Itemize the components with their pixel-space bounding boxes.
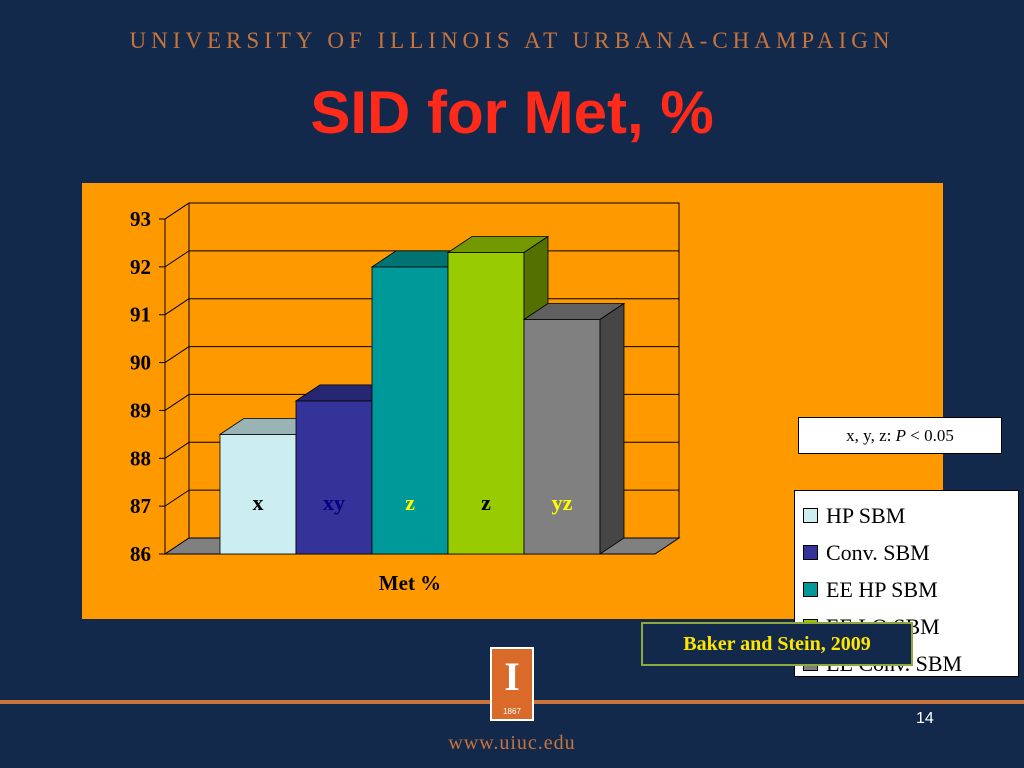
legend-label: EE HP SBM [826,576,938,602]
data-label: z [481,490,491,515]
significance-suffix: < 0.05 [905,426,954,445]
page-number: 14 [916,710,934,727]
legend-swatch [803,582,818,597]
bar-side [599,302,625,555]
data-label: z [405,490,415,515]
gridline-side [164,441,190,459]
gridline-side [164,202,190,220]
y-tick-label: 91 [130,303,151,327]
logo-year: 1867 [503,707,521,716]
chart-panel: 86 87 88 89 90 91 92 93 x xy z z yz Met % x, y, z: P … [82,183,1019,677]
y-tick-label: 93 [130,207,151,231]
university-header: UNIVERSITY OF ILLINOIS AT URBANA-CHAMPAI… [129,28,895,53]
significance-note: x, y, z: P < 0.05 [798,417,1002,454]
y-tick-label: 92 [130,255,151,279]
bar [447,252,525,555]
legend-swatch [803,545,818,560]
y-tick-label: 87 [130,494,151,518]
gridline-side [164,489,190,507]
data-label: x [253,490,264,515]
bar [523,319,601,555]
y-tick-label: 89 [130,398,151,422]
illinois-block-i-icon: I 1867 [490,647,534,721]
y-tick-label: 90 [130,351,151,375]
footer-url: www.uiuc.edu [448,732,576,754]
legend-label: Conv. SBM [826,539,930,565]
plot-side-wall [164,202,190,555]
citation-box: Baker and Stein, 2009 [641,622,913,666]
y-tick-label: 88 [130,446,151,470]
legend-item: Conv. SBM [803,534,1018,571]
y-tick-label: 86 [130,542,151,566]
data-label: yz [552,490,573,515]
gridline-side [164,394,190,411]
legend-label: HP SBM [826,502,906,528]
x-axis-label: Met % [379,571,441,595]
bar-chart: 86 87 88 89 90 91 92 93 x xy z z yz Met % [130,202,681,595]
legend-item: HP SBM [803,497,1018,534]
gridline-side [164,250,190,268]
legend-item: EE HP SBM [803,571,1018,608]
bar [371,266,449,555]
slide-title: SID for Met, % [310,79,714,146]
gridline-side [164,346,190,363]
significance-p-symbol: P [895,426,906,445]
legend-swatch [803,508,818,523]
gridline-side [164,298,190,316]
significance-prefix: x, y, z: [846,426,896,445]
bar [295,400,373,555]
data-label: xy [323,490,345,515]
